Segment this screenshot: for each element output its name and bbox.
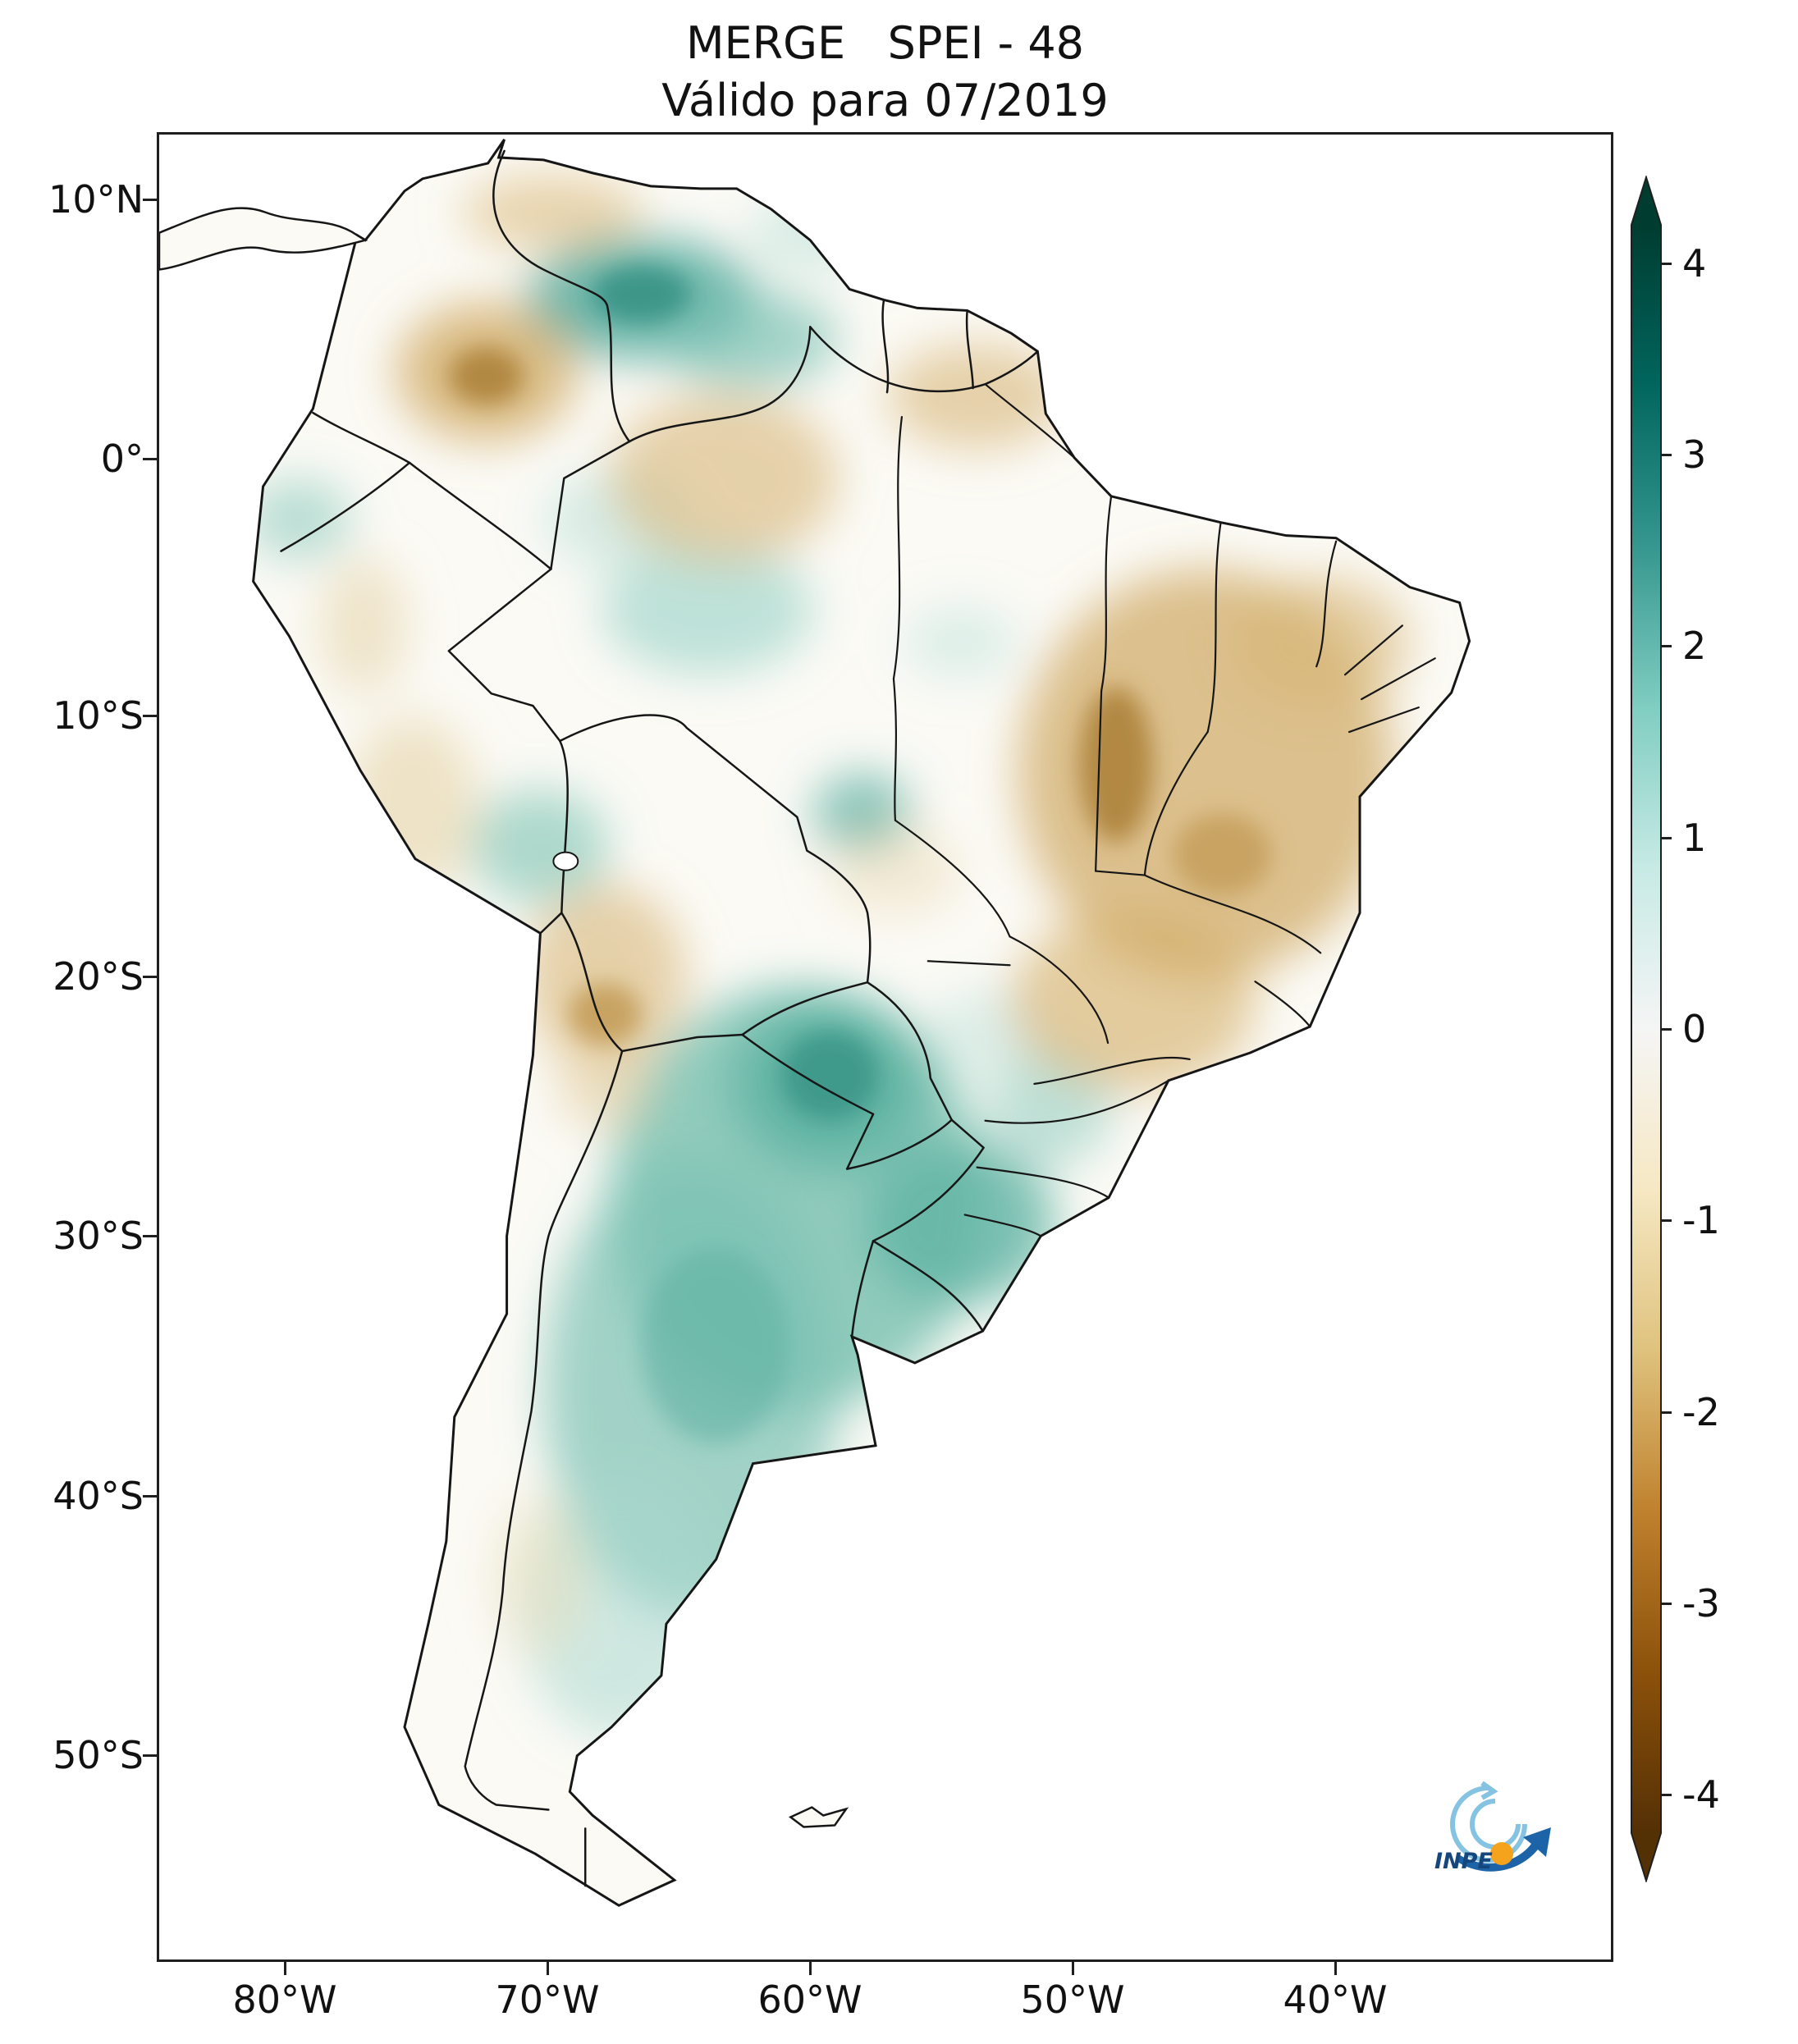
colorbar-tick-mark — [1661, 1219, 1672, 1222]
colorbar — [1631, 176, 1662, 1882]
colorbar-tick-mark — [1661, 1603, 1672, 1605]
x-axis-tick-label: 80°W — [232, 1978, 337, 2022]
colorbar-tick-label: 2 — [1682, 624, 1707, 668]
y-tick-mark — [143, 1754, 157, 1757]
south-america-map — [159, 138, 1471, 1907]
colorbar-tick-mark — [1661, 454, 1672, 456]
colorbar-tick-label: 4 — [1682, 241, 1707, 286]
x-axis-tick-label: 40°W — [1283, 1978, 1388, 2022]
x-axis-tick-label: 70°W — [495, 1978, 600, 2022]
lake-titicaca — [552, 851, 579, 871]
inpe-logo-text: INPE — [1434, 1849, 1493, 1874]
colorbar-tick-mark — [1661, 263, 1672, 265]
y-tick-mark — [143, 1235, 157, 1237]
falkland-islands — [788, 1806, 849, 1828]
colorbar-tick-mark — [1661, 1411, 1672, 1414]
colorbar-tick-label: 0 — [1682, 1007, 1707, 1051]
y-axis-tick-label: 50°S — [53, 1733, 144, 1777]
colorbar-tick-label: -4 — [1682, 1772, 1720, 1817]
figure-subtitle: Válido para 07/2019 — [661, 75, 1109, 126]
colorbar-tick-label: 1 — [1682, 816, 1707, 860]
inpe-swirl-icon — [1450, 1781, 1527, 1863]
inpe-logo: INPE — [1410, 1773, 1574, 1892]
colorbar-tick-mark — [1661, 645, 1672, 647]
colorbar-tick-mark — [1661, 1028, 1672, 1031]
x-tick-mark — [547, 1962, 549, 1975]
colorbar-gradient — [1631, 176, 1662, 1882]
y-tick-mark — [143, 458, 157, 460]
state-borders — [892, 383, 1436, 1237]
map-plot-area: INPE — [157, 132, 1613, 1962]
y-axis-tick-label: 0° — [100, 437, 144, 481]
inpe-arrow-icon — [1457, 1827, 1551, 1872]
y-tick-mark — [143, 1495, 157, 1498]
x-axis-tick-label: 60°W — [757, 1978, 862, 2022]
colorbar-tick-label: -3 — [1682, 1581, 1720, 1626]
y-axis-tick-label: 40°S — [53, 1474, 144, 1518]
x-tick-mark — [1072, 1962, 1074, 1975]
y-tick-mark — [143, 976, 157, 978]
y-tick-mark — [143, 199, 157, 201]
x-tick-mark — [809, 1962, 812, 1975]
inpe-orange-dot-icon — [1490, 1842, 1513, 1865]
country-borders — [280, 149, 1039, 1887]
figure-title: MERGE SPEI - 48 — [685, 17, 1085, 69]
y-axis-tick-label: 20°S — [53, 954, 144, 999]
x-axis-tick-label: 50°W — [1020, 1978, 1125, 2022]
x-tick-mark — [1334, 1962, 1337, 1975]
colorbar-tick-mark — [1661, 837, 1672, 839]
y-axis-tick-label: 30°S — [53, 1214, 144, 1258]
panama-landmass — [159, 207, 368, 271]
y-axis-tick-label: 10°S — [53, 693, 144, 738]
colorbar-tick-label: -1 — [1682, 1198, 1720, 1242]
y-axis-tick-label: 10°N — [48, 177, 144, 222]
colorbar-tick-label: -2 — [1682, 1390, 1720, 1434]
colorbar-tick-mark — [1661, 1794, 1672, 1796]
x-tick-mark — [284, 1962, 286, 1975]
y-tick-mark — [143, 715, 157, 717]
spei-raster-layer — [253, 175, 1411, 1739]
colorbar-tick-label: 3 — [1682, 432, 1707, 477]
